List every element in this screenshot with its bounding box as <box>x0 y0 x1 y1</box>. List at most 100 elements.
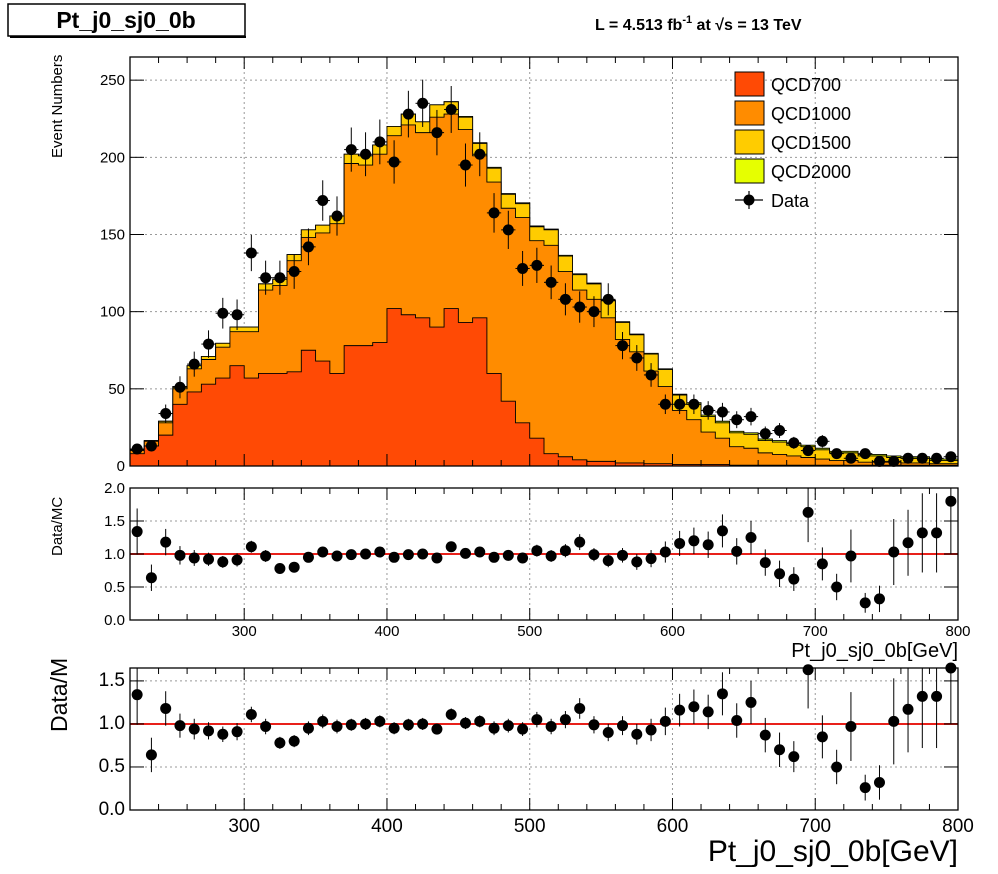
main-y-tick-label: 150 <box>100 226 125 243</box>
ratio-point <box>288 561 300 573</box>
ratio-large-point <box>617 720 629 732</box>
ratio-large-point <box>802 664 814 676</box>
ratio-large-y-axis-title: Data/M <box>46 658 72 732</box>
title-box <box>7 3 246 37</box>
main-y-tick-label: 200 <box>100 149 125 166</box>
ratio-large-point <box>145 749 157 761</box>
data-point <box>274 272 286 284</box>
ratio-point <box>131 526 143 538</box>
ratio-large-point <box>374 715 386 727</box>
data-point <box>474 148 486 160</box>
data-point <box>260 272 272 284</box>
data-point <box>431 127 443 139</box>
data-point <box>517 262 529 274</box>
ratio-large-point <box>545 721 557 733</box>
ratio-point <box>945 495 957 507</box>
ratio-y-tick-label: 1.5 <box>104 513 125 530</box>
data-point <box>217 307 229 319</box>
ratio-large-point <box>716 688 728 700</box>
data-point <box>445 103 457 115</box>
ratio-point <box>317 546 329 558</box>
ratio-point <box>360 548 372 560</box>
legend-swatch-qcd700 <box>734 71 765 97</box>
ratio-large-frame <box>129 667 959 811</box>
data-point <box>345 144 357 156</box>
ratio-point <box>916 527 928 539</box>
ratio-point <box>231 554 243 566</box>
ratio-point <box>217 556 229 568</box>
ratio-large-point <box>559 714 571 726</box>
ratio-point <box>802 506 814 518</box>
ratio-large-point <box>517 723 529 735</box>
data-point <box>859 448 871 460</box>
data-point <box>374 136 386 148</box>
ratio-point <box>517 552 529 564</box>
data-point <box>203 338 215 350</box>
ratio-large-point <box>174 720 186 732</box>
ratio-point <box>745 532 757 543</box>
data-point <box>731 414 743 426</box>
ratio-large-point <box>902 703 914 715</box>
main-y-axis-title: Event Numbers <box>49 55 66 158</box>
ratio-large-point <box>702 706 714 718</box>
data-point <box>402 108 414 120</box>
data-point <box>302 241 314 253</box>
legend-label-qcd1500: QCD1500 <box>771 133 851 153</box>
data-point <box>131 443 143 455</box>
data-point <box>360 148 372 160</box>
ratio-point <box>731 545 743 557</box>
ratio-point <box>873 593 885 605</box>
main-y-tick-label: 100 <box>100 304 125 321</box>
ratio-point <box>859 597 871 609</box>
luminosity-label: L = 4.513 fb-1 at √s = 13 TeV <box>595 14 802 34</box>
ratio-point <box>474 546 486 558</box>
data-point <box>816 435 828 447</box>
ratio-point <box>459 547 471 559</box>
lumi-suffix: = 13 TeV <box>733 17 802 34</box>
ratio-point <box>274 563 286 575</box>
legend-label-qcd700: QCD700 <box>771 75 841 95</box>
ratio-large-point <box>188 723 200 735</box>
ratio-large-point <box>245 708 257 720</box>
ratio-point <box>203 553 215 565</box>
legend-swatch-qcd1500 <box>734 129 765 155</box>
ratio-large-point <box>574 702 586 714</box>
ratio-large-point <box>203 725 215 737</box>
ratio-point <box>588 549 600 561</box>
data-point <box>602 293 614 305</box>
ratio-point <box>331 550 343 562</box>
ratio-point <box>559 545 571 557</box>
ratio-point <box>788 573 800 585</box>
ratio-point <box>931 527 943 539</box>
ratio-panel-large: 300 400 500 600 700 800 0.0 0.5 1.0 1.5 <box>99 662 974 837</box>
data-point <box>788 437 800 449</box>
data-point <box>659 398 671 410</box>
data-point <box>759 428 771 440</box>
ratio-x-tick-label: 300 <box>232 623 257 640</box>
ratio-large-point <box>445 708 457 720</box>
ratio-large-point <box>888 715 900 727</box>
ratio-point <box>388 551 400 563</box>
data-point <box>245 247 257 259</box>
main-y-tick-label: 50 <box>108 381 125 398</box>
ratio-large-point <box>459 717 471 729</box>
data-point <box>702 404 714 416</box>
ratio-x-tick-label: 700 <box>803 623 828 640</box>
main-histogram-panel: 0 50 100 150 200 250 <box>100 56 959 475</box>
ratio-large-point <box>873 776 885 788</box>
ratio-point <box>574 536 586 548</box>
ratio-large-point <box>231 726 243 738</box>
legend-label-qcd1000: QCD1000 <box>771 104 851 124</box>
ratio-large-y-tick-label: 1.5 <box>99 670 125 691</box>
ratio-large-point <box>788 751 800 763</box>
ratio-y-tick-label: 1.0 <box>104 546 125 563</box>
data-point <box>231 309 243 321</box>
ratio-large-point <box>831 761 843 773</box>
ratio-point <box>160 536 172 548</box>
ratio-point <box>774 568 786 580</box>
ratio-point <box>617 549 629 561</box>
ratio-x-tick-label: 600 <box>660 623 685 640</box>
ratio-point <box>260 550 272 562</box>
ratio-x-tick-label: 500 <box>517 623 542 640</box>
